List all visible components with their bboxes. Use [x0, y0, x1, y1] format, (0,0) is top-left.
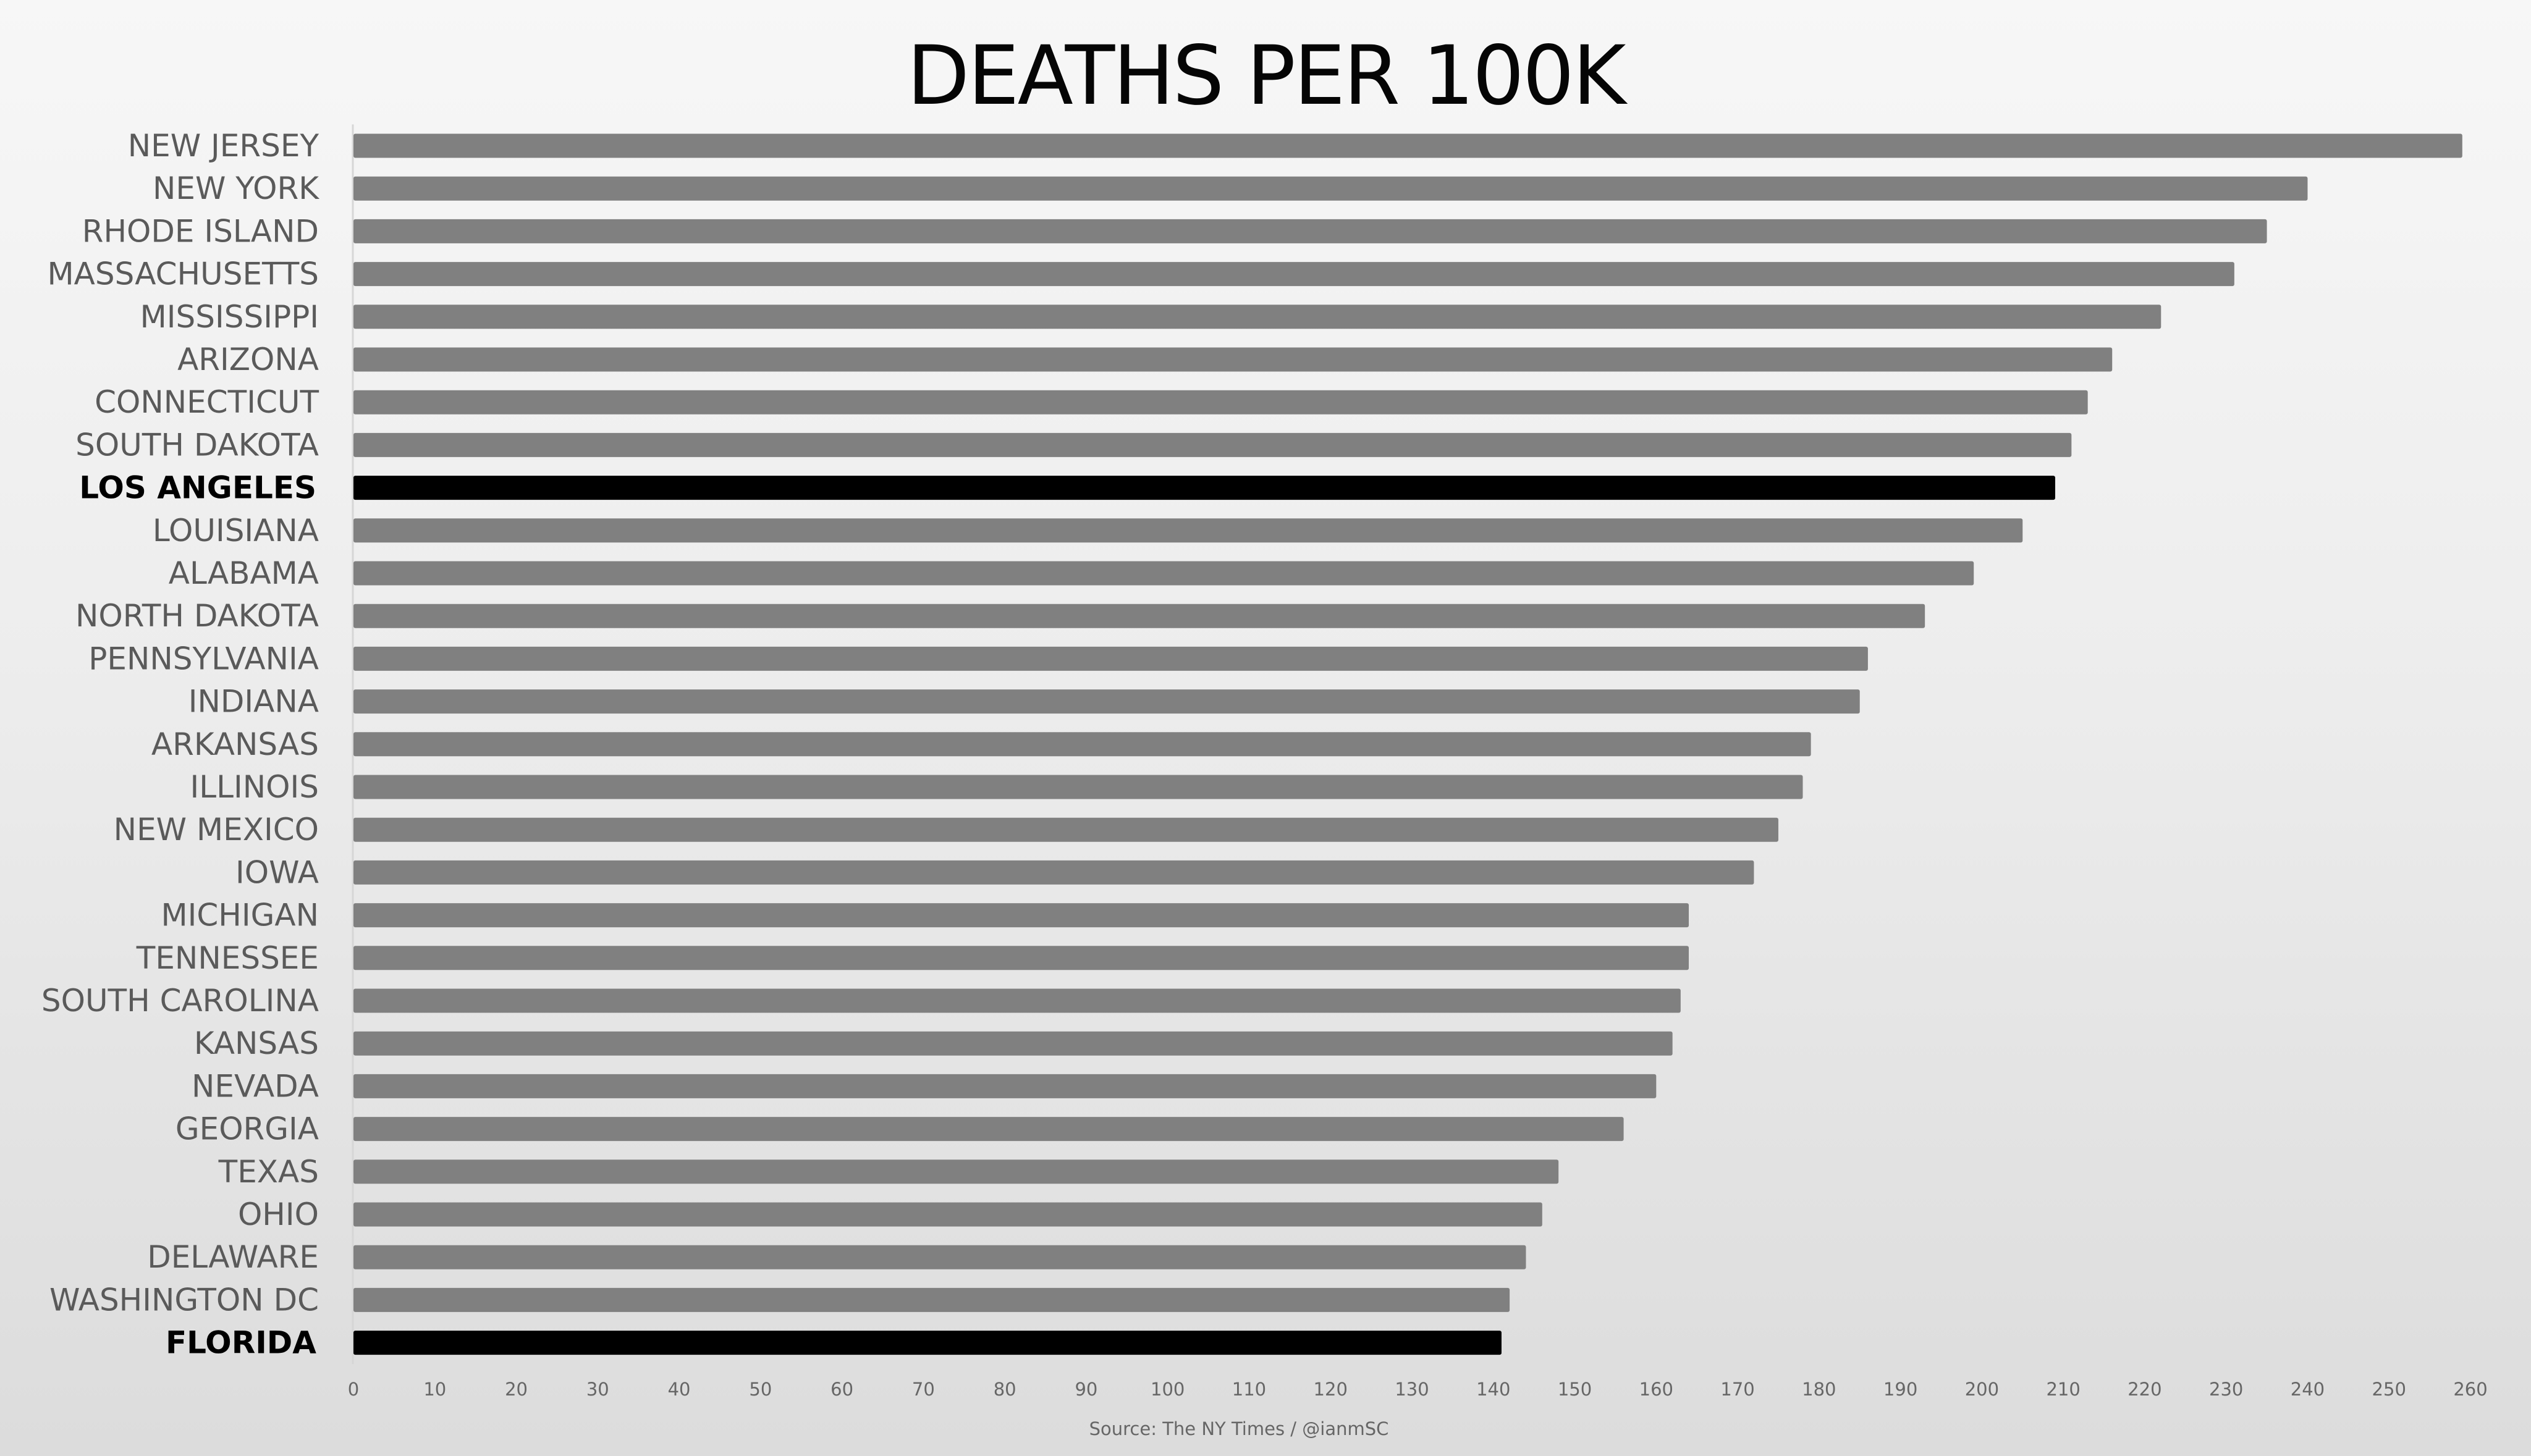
x-tick-label: 180 — [1802, 1379, 1836, 1400]
category-label: MASSACHUSETTS — [48, 256, 319, 292]
category-label: ARKANSAS — [151, 726, 319, 762]
x-tick-label: 200 — [1965, 1379, 1999, 1400]
bar-pennsylvania — [353, 646, 1868, 671]
bar-south-dakota — [353, 432, 2072, 457]
category-label: FLORIDA — [166, 1325, 316, 1361]
x-tick-label: 0 — [348, 1379, 359, 1400]
x-tick-label: 160 — [1639, 1379, 1673, 1400]
x-tick-label: 60 — [830, 1379, 853, 1400]
category-label: RHODE ISLAND — [82, 213, 319, 249]
x-tick-label: 250 — [2372, 1379, 2406, 1400]
x-tick-label: 80 — [994, 1379, 1016, 1400]
bar-new-york — [353, 176, 2308, 201]
x-tick-label: 130 — [1395, 1379, 1429, 1400]
category-label: NEW YORK — [153, 170, 319, 206]
category-label: NORTH DAKOTA — [75, 598, 319, 634]
bar-indiana — [353, 689, 1860, 714]
x-axis-ticks: 0 10 20 30 40 50 60 70 80 90 100 110 120 130 140 150 160… — [348, 1379, 2488, 1400]
x-tick-label: 190 — [1883, 1379, 1917, 1400]
x-tick-label: 70 — [912, 1379, 935, 1400]
category-label: ARIZONA — [177, 342, 319, 377]
source-note: Source: The NY Times / @ianmSC — [1089, 1418, 1389, 1439]
category-label: NEVADA — [192, 1068, 319, 1104]
bar-connecticut — [353, 390, 2088, 414]
category-label: NEW JERSEY — [128, 128, 319, 164]
bar-mississippi — [353, 305, 2161, 329]
bar-nevada — [353, 1074, 1657, 1098]
bar-ohio — [353, 1202, 1542, 1227]
x-tick-label: 150 — [1558, 1379, 1592, 1400]
bar-los-angeles — [353, 476, 2055, 500]
category-label: NEW MEXICO — [114, 812, 319, 848]
category-label: ALABAMA — [169, 555, 319, 591]
x-tick-label: 110 — [1232, 1379, 1266, 1400]
bar-illinois — [353, 775, 1803, 799]
bar-tennessee — [353, 946, 1689, 970]
bar-rhode-island — [353, 219, 2267, 243]
category-label: PENNSYLVANIA — [88, 641, 319, 676]
category-label: WASHINGTON DC — [49, 1282, 319, 1318]
bar-georgia — [353, 1117, 1624, 1142]
bar-arizona — [353, 347, 2113, 372]
chart-title: DEATHS PER 100K — [907, 28, 1628, 124]
category-label: TENNESSEE — [136, 940, 319, 976]
bar-south-carolina — [353, 988, 1681, 1013]
x-tick-label: 210 — [2046, 1379, 2080, 1400]
bar-north-dakota — [353, 604, 1925, 628]
category-label: MICHIGAN — [161, 898, 319, 933]
bar-massachusetts — [353, 262, 2234, 287]
category-label: KANSAS — [194, 1025, 319, 1061]
x-tick-label: 90 — [1075, 1379, 1097, 1400]
bar-louisiana — [353, 518, 2023, 543]
bar-washington-dc — [353, 1287, 1510, 1312]
x-tick-label: 140 — [1476, 1379, 1510, 1400]
bar-florida — [353, 1331, 1502, 1355]
category-label: ILLINOIS — [190, 769, 319, 805]
category-label: SOUTH DAKOTA — [75, 427, 319, 463]
bar-new-jersey — [353, 133, 2462, 158]
bar-alabama — [353, 561, 1974, 586]
bar-kansas — [353, 1031, 1673, 1056]
category-label: GEORGIA — [175, 1111, 319, 1147]
x-tick-label: 230 — [2209, 1379, 2243, 1400]
x-tick-label: 30 — [586, 1379, 609, 1400]
category-labels: NEW JERSEY NEW YORK RHODE ISLAND MASSACHUSE… — [41, 128, 319, 1361]
bar-series — [353, 133, 2462, 1355]
category-label: MISSISSIPPI — [140, 299, 319, 335]
x-tick-label: 170 — [1720, 1379, 1754, 1400]
x-tick-label: 220 — [2127, 1379, 2161, 1400]
x-tick-label: 240 — [2291, 1379, 2325, 1400]
x-tick-label: 120 — [1314, 1379, 1348, 1400]
bar-new-mexico — [353, 817, 1778, 842]
x-tick-label: 40 — [668, 1379, 691, 1400]
category-label: LOS ANGELES — [79, 470, 316, 506]
x-tick-label: 50 — [749, 1379, 772, 1400]
bar-texas — [353, 1159, 1559, 1184]
category-label: SOUTH CAROLINA — [41, 983, 319, 1019]
x-tick-label: 10 — [423, 1379, 446, 1400]
category-label: IOWA — [235, 854, 319, 890]
x-tick-label: 260 — [2453, 1379, 2487, 1400]
category-label: OHIO — [238, 1197, 319, 1232]
bar-michigan — [353, 903, 1689, 928]
category-label: DELAWARE — [147, 1239, 319, 1275]
bar-iowa — [353, 860, 1754, 885]
category-label: LOUISIANA — [153, 513, 319, 549]
category-label: CONNECTICUT — [95, 384, 319, 420]
bar-delaware — [353, 1245, 1526, 1269]
category-label: TEXAS — [218, 1154, 319, 1190]
x-tick-label: 20 — [505, 1379, 528, 1400]
x-tick-label: 100 — [1151, 1379, 1185, 1400]
bar-arkansas — [353, 732, 1811, 757]
category-label: INDIANA — [188, 684, 319, 720]
